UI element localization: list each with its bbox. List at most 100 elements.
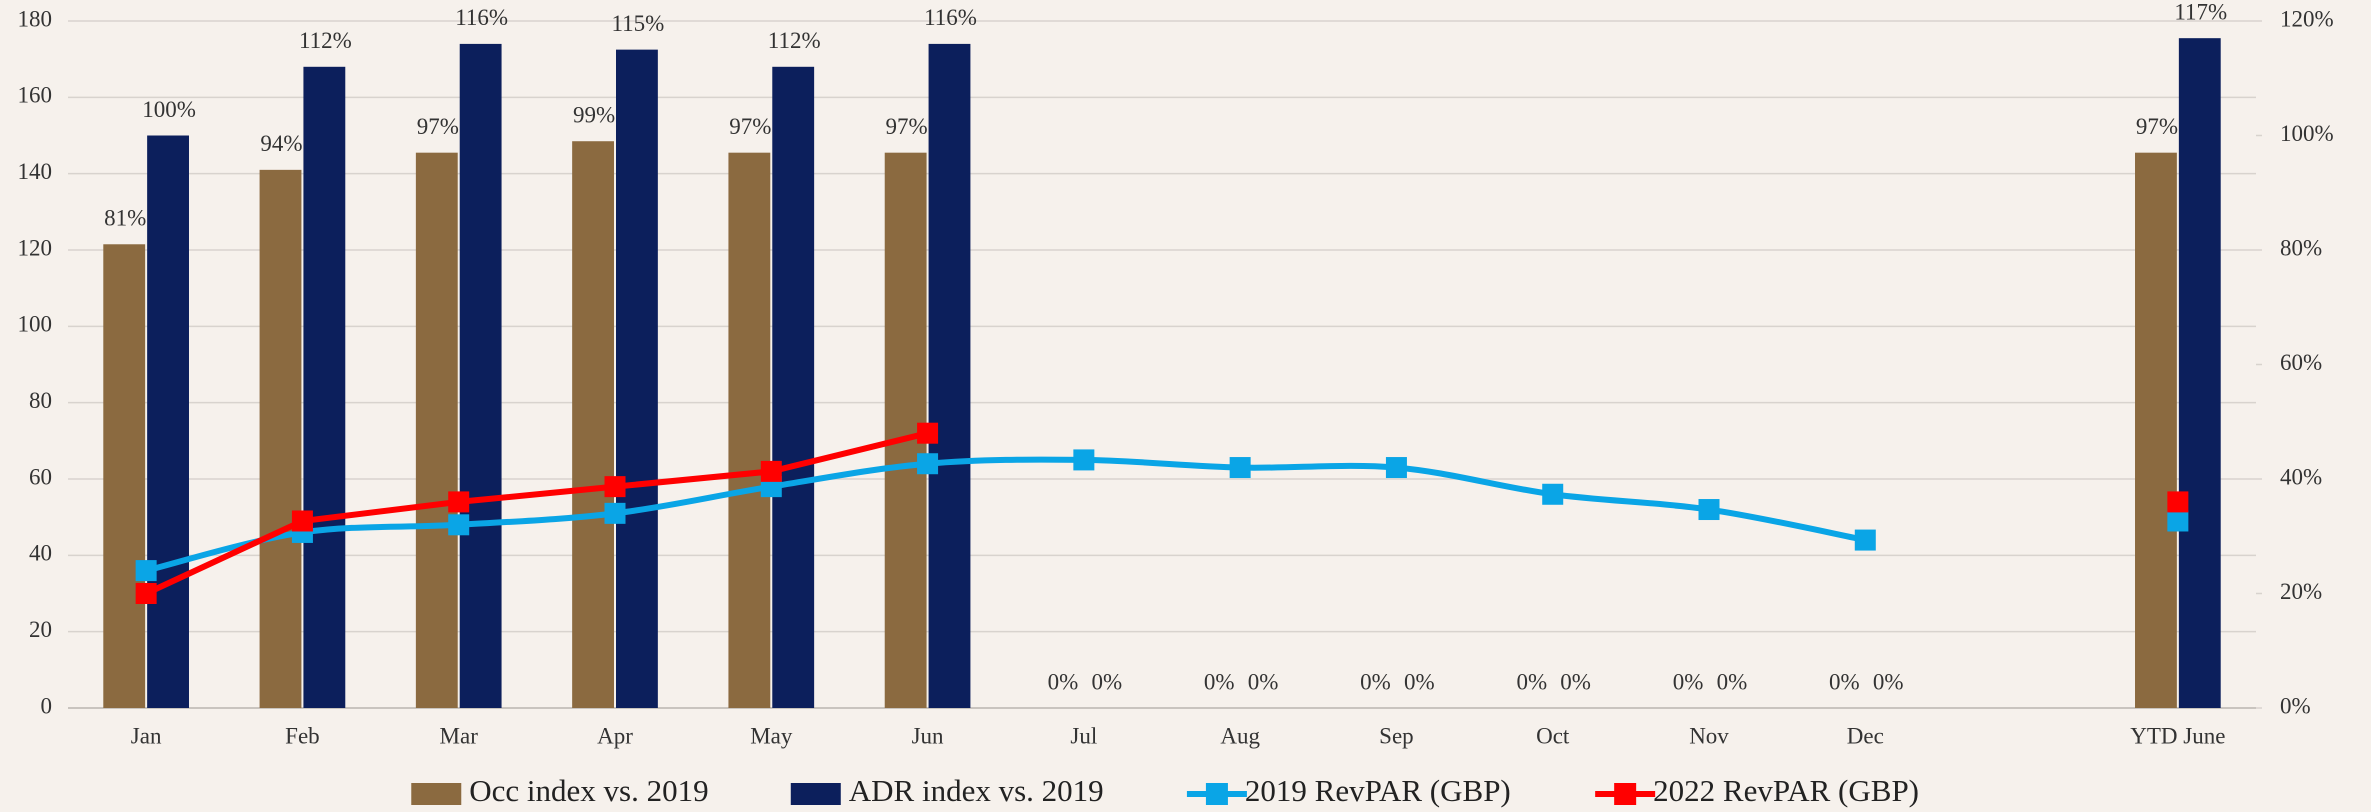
- data-label: 0%: [1404, 669, 1435, 694]
- legend-swatch: [1205, 783, 1228, 805]
- marker: [1698, 499, 1720, 521]
- line: [144, 430, 929, 597]
- data-label: 97%: [886, 114, 928, 139]
- marker: [604, 476, 626, 498]
- bar: [2178, 38, 2221, 709]
- marker: [604, 502, 626, 524]
- y-tick-label: 60: [29, 464, 52, 489]
- y2-tick-label: 100%: [2280, 121, 2334, 146]
- data-label: 0%: [1048, 669, 1079, 694]
- x-tick-label: May: [750, 723, 793, 748]
- legend-label: ADR index vs. 2019: [849, 773, 1104, 808]
- legend-swatch: [411, 783, 462, 805]
- line: [145, 456, 1866, 574]
- x-tick-label: Oct: [1536, 723, 1570, 748]
- x-tick-label: Jul: [1070, 723, 1097, 748]
- x-tick-label: Feb: [285, 723, 320, 748]
- marker: [1229, 457, 1251, 479]
- bar: [728, 152, 771, 709]
- y-tick-label: 40: [29, 541, 52, 566]
- legend: Occ index vs. 2019 ADR index vs. 2019 2019…: [411, 773, 1919, 808]
- data-label: 112%: [768, 28, 821, 53]
- marker: [760, 460, 782, 482]
- marker: [1385, 457, 1407, 479]
- data-label: 0%: [1204, 669, 1235, 694]
- marker: [291, 510, 313, 532]
- y-tick-label: 20: [29, 617, 52, 642]
- data-label: 99%: [573, 103, 615, 128]
- y2-tick-label: 60%: [2280, 350, 2322, 375]
- x-tick-label: Apr: [597, 723, 633, 748]
- legend-label: Occ index vs. 2019: [469, 773, 708, 808]
- data-label: 115%: [612, 11, 665, 36]
- y2-tick-label: 0%: [2280, 693, 2311, 718]
- legend-label: 2019 RevPAR (GBP): [1245, 773, 1511, 808]
- legend-swatch: [1614, 783, 1637, 805]
- data-label: 0%: [1091, 669, 1122, 694]
- bar: [415, 152, 458, 709]
- marker: [1854, 529, 1876, 551]
- y-tick-label: 160: [18, 83, 53, 108]
- y-tick-label: 120: [18, 235, 53, 260]
- bar: [772, 66, 815, 709]
- data-label: 116%: [455, 5, 508, 30]
- data-label: 97%: [417, 114, 459, 139]
- data-label: 97%: [2136, 114, 2178, 139]
- x-tick-label: Aug: [1220, 723, 1260, 748]
- data-label: 97%: [729, 114, 771, 139]
- x-tick-label: Jun: [912, 723, 944, 748]
- y2-tick-label: 120%: [2280, 6, 2334, 31]
- y-tick-label: 180: [18, 6, 53, 31]
- x-tick-label: Mar: [440, 723, 479, 748]
- marker: [135, 560, 157, 582]
- marker: [448, 491, 470, 513]
- data-label: 116%: [924, 5, 977, 30]
- data-label: 112%: [299, 28, 352, 53]
- data-label: 100%: [142, 97, 196, 122]
- y2-tick-label: 20%: [2280, 579, 2322, 604]
- marker: [448, 514, 470, 536]
- y2-tick-label: 40%: [2280, 464, 2322, 489]
- bar: [2135, 152, 2177, 709]
- y-tick-label: 100: [18, 312, 53, 337]
- y2-tick-label: 80%: [2280, 235, 2322, 260]
- marker: [2167, 491, 2189, 513]
- data-label: 0%: [1360, 669, 1391, 694]
- x-tick-label: Jan: [131, 723, 162, 748]
- marker: [1073, 449, 1095, 471]
- data-label: 0%: [1717, 669, 1748, 694]
- x-tick-label: Dec: [1847, 723, 1884, 748]
- bar: [928, 43, 971, 708]
- marker: [2167, 510, 2189, 532]
- y-tick-label: 140: [18, 159, 53, 184]
- legend-label: 2022 RevPAR (GBP): [1653, 773, 1919, 808]
- marker: [917, 422, 939, 444]
- marker: [135, 583, 157, 604]
- x-tick-label: Sep: [1379, 723, 1414, 748]
- marker: [1542, 483, 1564, 505]
- y-tick-label: 0: [41, 693, 53, 718]
- bar: [459, 43, 502, 708]
- data-label: 117%: [2174, 0, 2227, 24]
- data-label: 0%: [1829, 669, 1860, 694]
- bar: [147, 135, 189, 708]
- data-label: 0%: [1673, 669, 1704, 694]
- data-label: 81%: [104, 206, 146, 231]
- bar: [259, 169, 302, 709]
- data-label: 0%: [1873, 669, 1904, 694]
- marker: [917, 453, 939, 475]
- data-label: 0%: [1560, 669, 1591, 694]
- data-label: 0%: [1516, 669, 1547, 694]
- bar: [103, 244, 146, 708]
- legend-swatch: [790, 783, 841, 805]
- x-tick-label: YTD June: [2130, 723, 2225, 748]
- bar: [303, 66, 346, 709]
- y-tick-label: 80: [29, 388, 52, 413]
- bar: [572, 141, 614, 709]
- bar: [616, 49, 658, 708]
- data-label: 0%: [1248, 669, 1279, 694]
- data-label: 94%: [260, 131, 302, 156]
- x-tick-label: Nov: [1689, 723, 1729, 748]
